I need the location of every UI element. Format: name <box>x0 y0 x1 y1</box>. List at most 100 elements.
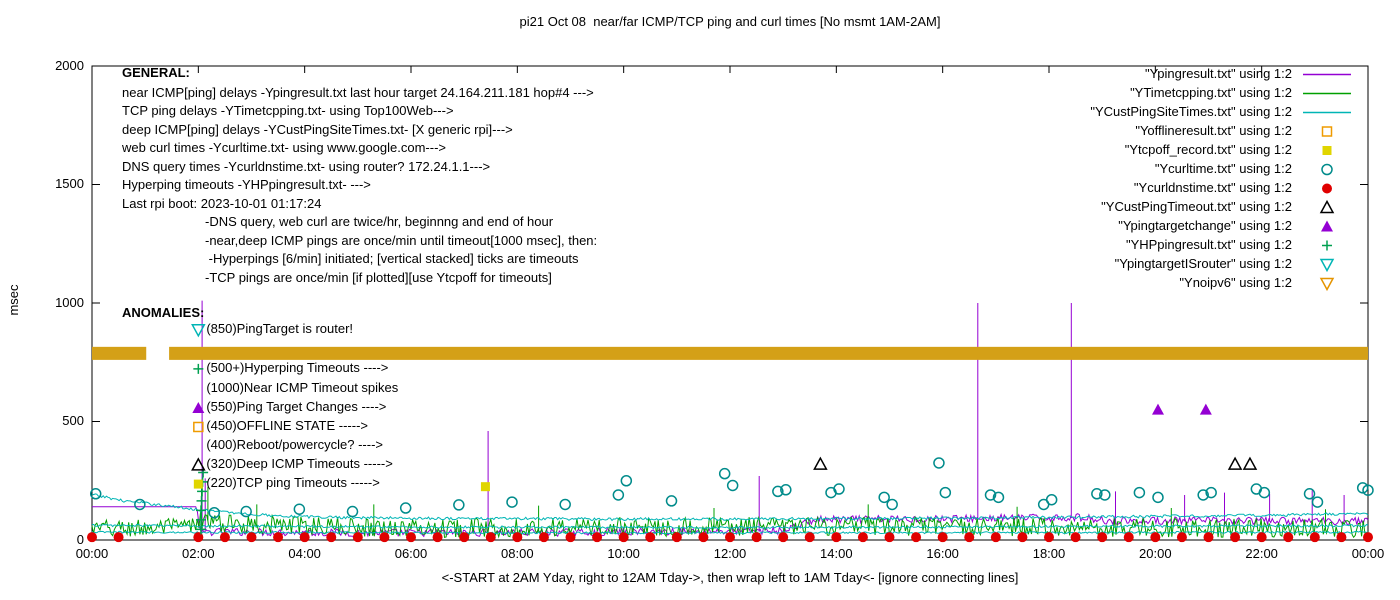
YHPpingresult-plus <box>195 505 206 516</box>
Ycurltime-circle-open <box>718 467 731 480</box>
Ycurldnstime-circle-filled <box>937 532 948 543</box>
Ycurltime-circle-open <box>939 486 952 499</box>
legend-sample-square-open <box>1321 126 1333 137</box>
Ycurldnstime-circle-filled <box>512 532 523 543</box>
Ycurltime-circle-open <box>134 498 146 511</box>
Ycurldnstime-circle-filled <box>698 532 709 543</box>
Ycurltime-circle-open <box>89 488 102 500</box>
Ycurltime-circle-open <box>1152 491 1164 504</box>
Ycurldnstime-circle-filled <box>592 532 603 543</box>
Ycurldnstime-circle-filled <box>459 532 470 543</box>
Ycurldnstime-circle-filled <box>273 532 284 543</box>
YCustPingTimeout-tri-up-open <box>1227 456 1243 470</box>
series-line-YCustPingSiteTimes-b <box>92 523 1369 530</box>
Ycurldnstime-circle-filled <box>964 532 975 543</box>
Ycurltime-circle-open <box>992 491 1005 504</box>
Ycurldnstime-circle-filled <box>990 532 1001 543</box>
legend-sample-tri-up-open <box>1319 199 1335 214</box>
Ycurldnstime-circle-filled <box>1230 532 1241 543</box>
series-line-Ypingresult <box>92 300 1369 538</box>
legend-sample-circle-filled <box>1322 183 1332 194</box>
Ycurldnstime-circle-filled <box>1097 532 1108 543</box>
Ycurldnstime-circle-filled <box>1256 532 1267 543</box>
YHPpingresult-plus <box>196 495 207 506</box>
Ycurldnstime-circle-filled <box>219 532 230 543</box>
Ycurldnstime-circle-filled <box>725 532 735 543</box>
Ycurltime-circle-open <box>933 457 945 469</box>
legend-sample-tri-down-open <box>1319 277 1335 292</box>
Ycurldnstime-circle-filled <box>1123 532 1134 543</box>
Ycurltime-circle-open <box>293 503 306 515</box>
Ycurldnstime-circle-filled <box>432 532 443 543</box>
legend-sample-square-filled <box>1322 146 1332 155</box>
anomaly-square-open <box>193 421 204 433</box>
Ycurldnstime-circle-filled <box>778 532 789 543</box>
Ycurltime-circle-open <box>1311 496 1324 508</box>
Ycurltime-circle-open <box>984 489 997 501</box>
Ycurltime-circle-open <box>726 479 739 492</box>
noipv6-band <box>169 346 1368 360</box>
legend-sample-tri-up-filled <box>1321 220 1333 232</box>
YHPpingresult-plus <box>195 524 206 535</box>
Ycurldnstime-circle-filled <box>645 532 656 543</box>
Ycurltime-circle-open <box>878 491 890 504</box>
Ycurldnstime-circle-filled <box>538 532 549 543</box>
Ycurldnstime-circle-filled <box>565 532 576 543</box>
Ycurldnstime-circle-filled <box>113 532 124 543</box>
Ycurldnstime-circle-filled <box>1336 532 1347 543</box>
Ycurldnstime-circle-filled <box>1150 532 1161 543</box>
series-line-YCustPingSiteTimes-a <box>91 493 1369 522</box>
YCustPingTimeout-tri-up-open <box>1242 456 1258 470</box>
Ycurldnstime-circle-filled <box>671 532 682 543</box>
Ycurltime-circle-open <box>1258 486 1271 499</box>
Ycurldnstime-circle-filled <box>1203 532 1214 543</box>
Ycurltime-circle-open <box>1133 486 1146 499</box>
Ycurltime-circle-open <box>1045 493 1058 506</box>
Ycurldnstime-circle-filled <box>911 532 922 543</box>
Ycurltime-circle-open <box>1303 488 1316 500</box>
Ycurldnstime-circle-filled <box>246 532 257 543</box>
Ycurltime-circle-open <box>772 485 784 498</box>
Ycurltime-circle-open <box>665 495 678 507</box>
Ycurltime-circle-open <box>1091 488 1103 500</box>
Ycurltime-circle-open <box>399 502 412 514</box>
Ycurltime-circle-open <box>1362 484 1374 496</box>
Ycurldnstime-circle-filled <box>831 532 842 543</box>
Ycurltime-circle-open <box>886 498 898 511</box>
Ycurltime-circle-open <box>453 499 465 511</box>
Ycurldnstime-circle-filled <box>618 532 629 543</box>
Ycurldnstime-circle-filled <box>751 532 762 543</box>
anomaly-tri-up-open <box>191 457 206 471</box>
YCustPingTimeout-tri-up-open <box>813 456 828 470</box>
anomaly-plus <box>193 363 204 374</box>
Ycurltime-circle-open <box>620 475 633 487</box>
Ypingtargetchange-tri-up-filled <box>1151 403 1164 415</box>
Ycurltime-circle-open <box>1205 486 1217 499</box>
Ycurldnstime-circle-filled <box>1176 532 1187 543</box>
YHPpingresult-plus <box>195 514 206 525</box>
Ycurltime-circle-open <box>1099 489 1111 501</box>
Ypingtargetchange-tri-up-filled <box>1199 403 1212 415</box>
anomaly-tri-down-open <box>191 324 206 338</box>
series-line-YTimetcpping <box>91 479 1369 539</box>
Ycurldnstime-circle-filled <box>406 532 416 543</box>
plot-border <box>91 65 1369 541</box>
Ycurltime-circle-open <box>240 505 252 518</box>
Ycurldnstime-circle-filled <box>87 532 97 543</box>
anomaly-square-filled <box>193 479 203 489</box>
Ycurldnstime-circle-filled <box>485 532 496 543</box>
Ycurldnstime-circle-filled <box>857 532 868 543</box>
anomaly-tri-up-filled <box>192 402 205 414</box>
Ycurldnstime-circle-filled <box>299 532 310 543</box>
Ytcpoff_record-square-filled <box>480 482 490 492</box>
Ycurltime-circle-open <box>612 489 625 501</box>
Ycurldnstime-circle-filled <box>804 532 815 543</box>
Ycurltime-circle-open <box>559 498 571 511</box>
Ycurltime-circle-open <box>208 506 221 519</box>
noipv6-band <box>92 346 147 360</box>
Ycurldnstime-circle-filled <box>884 532 895 543</box>
Ycurltime-circle-open <box>1197 489 1209 501</box>
legend-sample-plus <box>1322 240 1332 251</box>
